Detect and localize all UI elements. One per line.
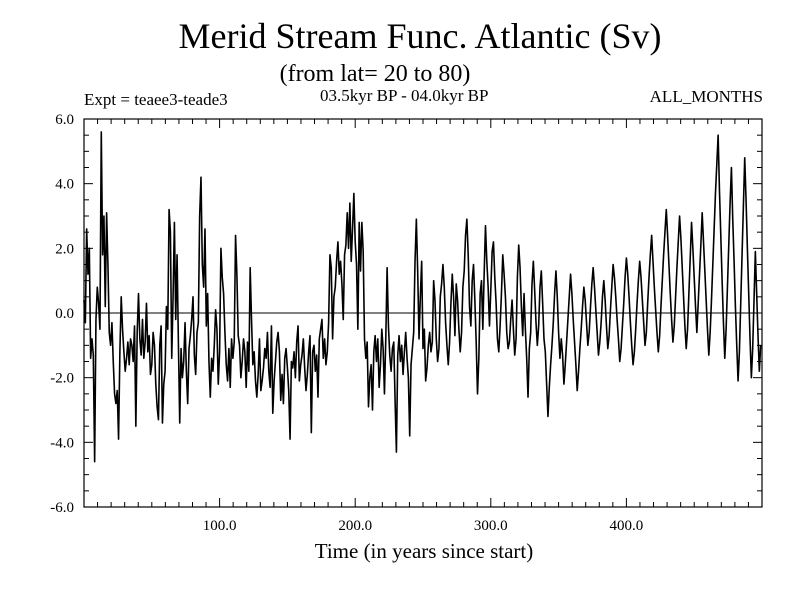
y-tick-label: 0.0 — [55, 306, 74, 322]
y-tick-label: 4.0 — [55, 177, 74, 193]
x-tick-label: 100.0 — [203, 518, 237, 534]
y-axis-tick-labels: -6.0 -4.0 -2.0 0.0 2.0 4.0 6.0 — [50, 112, 74, 516]
x-axis-label: Time (in years since start) — [315, 539, 534, 563]
x-tick-label: 200.0 — [338, 518, 372, 534]
x-tick-label: 300.0 — [474, 518, 508, 534]
chart-title: Merid Stream Func. Atlantic (Sv) — [178, 16, 662, 56]
months-label: ALL_MONTHS — [649, 87, 763, 106]
x-axis-tick-labels: 100.0 200.0 300.0 400.0 — [203, 518, 644, 534]
y-tick-label: 6.0 — [55, 112, 74, 128]
y-tick-label: -2.0 — [50, 371, 74, 387]
y-tick-label: 2.0 — [55, 241, 74, 257]
experiment-label: Expt = teaee3-teade3 — [84, 90, 228, 109]
y-tick-label: -4.0 — [50, 435, 74, 451]
y-tick-label: -6.0 — [50, 500, 74, 516]
x-tick-label: 400.0 — [610, 518, 644, 534]
period-label: 03.5kyr BP - 04.0kyr BP — [320, 86, 489, 105]
chart-subtitle: (from lat= 20 to 80) — [279, 61, 471, 87]
series-line — [83, 131, 762, 463]
plot-frame — [83, 118, 763, 508]
